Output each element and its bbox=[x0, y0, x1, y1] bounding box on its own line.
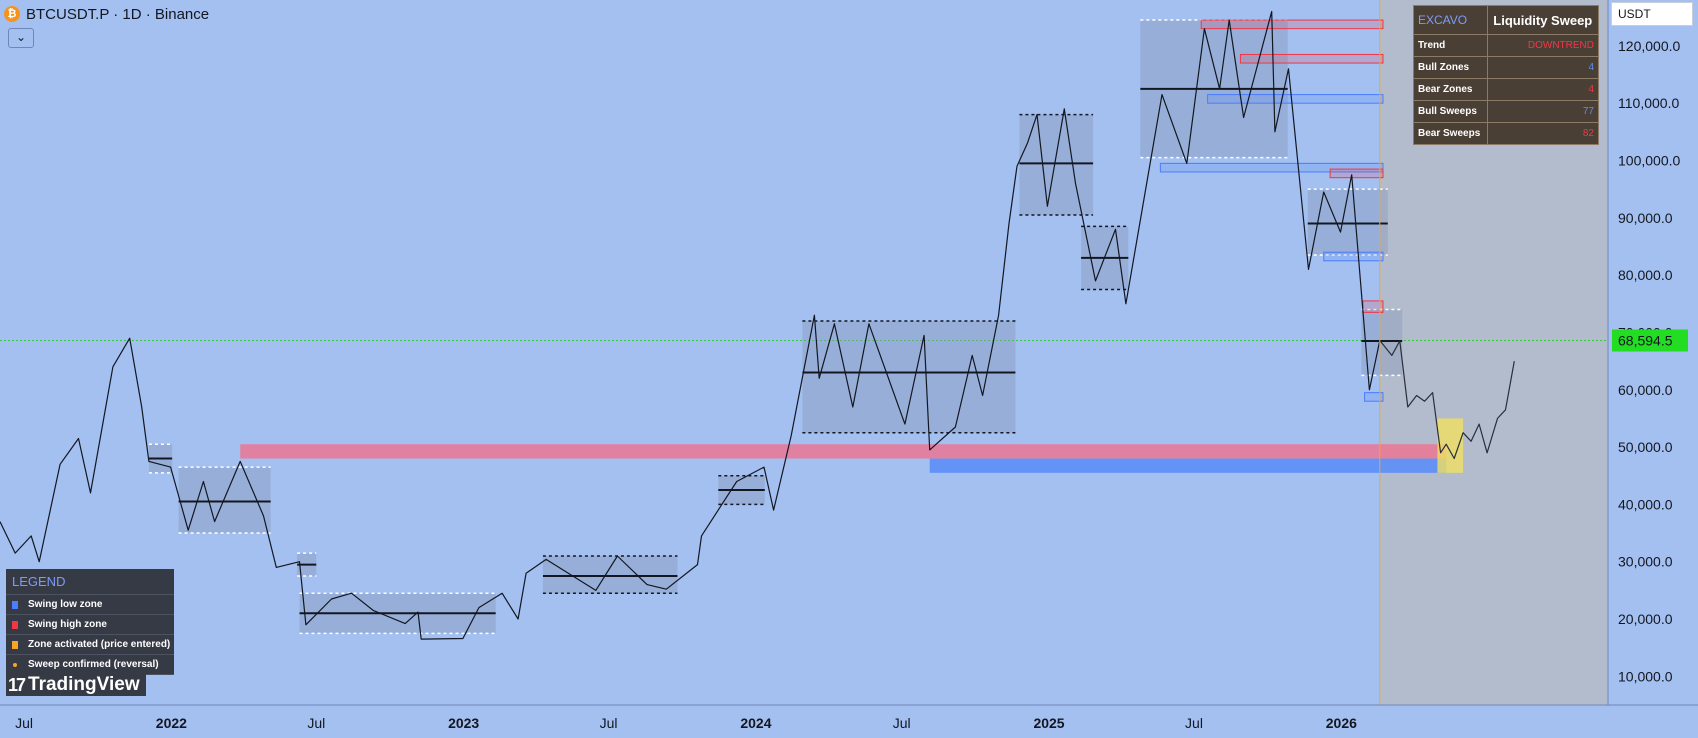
bull-zone-box bbox=[1323, 251, 1384, 262]
range-box-fill bbox=[802, 320, 1016, 433]
tradingview-logo-text: TradingView bbox=[28, 674, 140, 695]
zone-activated-swatch bbox=[12, 640, 18, 649]
row-value-bull-zones: 4 bbox=[1486, 56, 1600, 79]
range-box bbox=[148, 443, 173, 474]
bull-zone-box bbox=[1364, 392, 1384, 402]
y-tick-label: 20,000.0 bbox=[1618, 611, 1673, 627]
bitcoin-icon: ₿ bbox=[4, 6, 20, 22]
row-value-bull-sweeps: 77 bbox=[1486, 100, 1600, 123]
legend-item: Zone activated (price entered) bbox=[6, 635, 174, 655]
legend-label: Swing low zone bbox=[28, 599, 103, 610]
x-tick-label: 2024 bbox=[740, 715, 771, 731]
range-box bbox=[1307, 188, 1388, 256]
range-box bbox=[1140, 19, 1288, 159]
legend-label: Zone activated (price entered) bbox=[28, 639, 171, 650]
row-label-bear-zones: Bear Zones bbox=[1413, 78, 1488, 101]
y-tick-label: 40,000.0 bbox=[1618, 496, 1673, 512]
bull-zone-box bbox=[1159, 162, 1384, 173]
table-brand: EXCAVO bbox=[1413, 5, 1488, 35]
y-tick-label: 90,000.0 bbox=[1618, 210, 1673, 226]
range-box-fill bbox=[1019, 114, 1094, 215]
range-box bbox=[178, 466, 271, 534]
time-axis-bg bbox=[0, 705, 1698, 738]
range-box-fill bbox=[178, 467, 271, 534]
row-label-trend: Trend bbox=[1413, 34, 1488, 57]
y-tick-label: 120,000.0 bbox=[1618, 38, 1680, 54]
legend-label: Swing high zone bbox=[28, 619, 107, 630]
row-label-bull-zones: Bull Zones bbox=[1413, 56, 1488, 79]
tradingview-logo[interactable]: 17 TradingView bbox=[6, 674, 146, 696]
symbol-title: BTCUSDT.P · 1D · Binance bbox=[26, 5, 210, 23]
x-tick-label: Jul bbox=[600, 715, 618, 731]
bull-zone-box bbox=[1207, 94, 1384, 104]
legend-item: Swing low zone bbox=[6, 595, 174, 615]
swing-low-swatch bbox=[12, 600, 18, 609]
x-tick-label: 2022 bbox=[156, 715, 187, 731]
y-tick-label: 100,000.0 bbox=[1618, 152, 1680, 168]
y-tick-label: 110,000.0 bbox=[1618, 95, 1679, 111]
legend-item: Swing high zone bbox=[6, 615, 174, 635]
tradingview-mark-icon: 17 bbox=[8, 674, 26, 695]
range-box bbox=[1019, 113, 1094, 216]
row-value-trend: DOWNTREND bbox=[1486, 34, 1600, 57]
row-label-bull-sweeps: Bull Sweeps bbox=[1413, 100, 1488, 123]
bull-liquidity-band bbox=[929, 458, 1447, 473]
currency-selector[interactable]: USDT bbox=[1611, 2, 1693, 26]
range-box bbox=[299, 592, 496, 635]
range-box-fill bbox=[1307, 189, 1388, 256]
x-tick-label: 2023 bbox=[448, 715, 479, 731]
projection-series bbox=[1379, 340, 1515, 460]
legend-panel: LEGEND Swing low zone Swing high zone Zo… bbox=[6, 569, 174, 675]
x-tick-label: Jul bbox=[893, 715, 911, 731]
symbol-header: ₿ BTCUSDT.P · 1D · Binance bbox=[4, 4, 209, 24]
price-series bbox=[0, 10, 1381, 640]
x-tick-label: Jul bbox=[1185, 715, 1203, 731]
y-tick-label: 50,000.0 bbox=[1618, 439, 1673, 455]
x-tick-label: 2025 bbox=[1033, 715, 1064, 731]
liquidity-sweep-table: EXCAVO Liquidity Sweep Trend DOWNTREND B… bbox=[1413, 5, 1600, 145]
price-axis-bg bbox=[1608, 0, 1698, 738]
row-label-bear-sweeps: Bear Sweeps bbox=[1413, 122, 1488, 145]
bear-zone-box bbox=[1239, 53, 1384, 64]
legend-label: Sweep confirmed (reversal) bbox=[28, 659, 159, 670]
y-tick-label: 60,000.0 bbox=[1618, 382, 1673, 398]
x-tick-label: Jul bbox=[307, 715, 325, 731]
x-tick-label: Jul bbox=[15, 715, 33, 731]
current-price-label: 68,594.5 bbox=[1618, 332, 1673, 348]
y-tick-label: 80,000.0 bbox=[1618, 267, 1673, 283]
range-box bbox=[802, 320, 1016, 434]
row-value-bear-zones: 4 bbox=[1486, 78, 1600, 101]
collapse-chevron-button[interactable]: ⌄ bbox=[8, 28, 34, 48]
row-value-bear-sweeps: 82 bbox=[1486, 122, 1600, 145]
legend-title: LEGEND bbox=[6, 569, 174, 595]
current-price-badge bbox=[1612, 329, 1688, 352]
legend-item: Sweep confirmed (reversal) bbox=[6, 655, 174, 675]
y-tick-label: 30,000.0 bbox=[1618, 554, 1673, 570]
y-tick-label: 10,000.0 bbox=[1618, 668, 1673, 684]
sweep-dot-icon bbox=[13, 662, 17, 667]
range-box bbox=[542, 555, 678, 594]
bear-zone-box bbox=[1200, 19, 1384, 30]
table-title: Liquidity Sweep bbox=[1486, 5, 1600, 35]
swing-high-swatch bbox=[12, 620, 18, 629]
bear-zone-box bbox=[1329, 168, 1384, 179]
range-box bbox=[718, 474, 765, 506]
x-tick-label: 2026 bbox=[1326, 715, 1357, 731]
bear-liquidity-band bbox=[240, 444, 1447, 459]
